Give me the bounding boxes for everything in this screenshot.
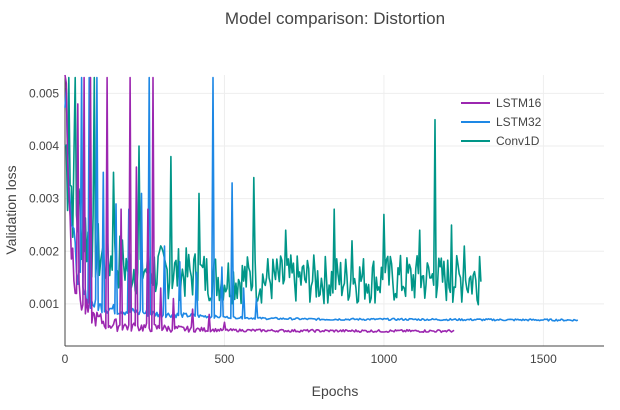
x-tick-labels: 0 500 1000 1500 bbox=[62, 352, 557, 366]
y-tick-labels: 0.001 0.002 0.003 0.004 0.005 bbox=[29, 86, 59, 310]
legend-label: LSTM32 bbox=[496, 115, 542, 129]
x-tick-label: 0 bbox=[62, 352, 69, 366]
y-tick-label: 0.005 bbox=[29, 86, 59, 100]
chart-title: Model comparison: Distortion bbox=[225, 9, 445, 28]
x-axis-title: Epochs bbox=[312, 383, 359, 399]
legend-label: Conv1D bbox=[496, 134, 540, 148]
legend-label: LSTM16 bbox=[496, 96, 542, 110]
series-line-lstm16 bbox=[64, 74, 455, 334]
legend[interactable]: LSTM16 LSTM32 Conv1D bbox=[461, 96, 542, 148]
x-tick-label: 1500 bbox=[530, 352, 557, 366]
y-tick-label: 0.003 bbox=[29, 192, 59, 206]
legend-item-conv1d[interactable]: Conv1D bbox=[461, 134, 540, 148]
y-tick-label: 0.001 bbox=[29, 297, 59, 311]
y-tick-label: 0.004 bbox=[29, 139, 59, 153]
grid-lines bbox=[65, 75, 604, 346]
x-tick-label: 1000 bbox=[371, 352, 398, 366]
series-line-lstm32 bbox=[64, 76, 579, 322]
series-lines bbox=[64, 74, 579, 334]
axes bbox=[64, 75, 604, 347]
y-axis-title: Validation loss bbox=[3, 165, 19, 254]
x-tick-label: 500 bbox=[214, 352, 234, 366]
legend-item-lstm32[interactable]: LSTM32 bbox=[461, 115, 542, 129]
legend-item-lstm16[interactable]: LSTM16 bbox=[461, 96, 542, 110]
y-tick-label: 0.002 bbox=[29, 244, 59, 258]
series-line-conv1d bbox=[64, 76, 482, 306]
